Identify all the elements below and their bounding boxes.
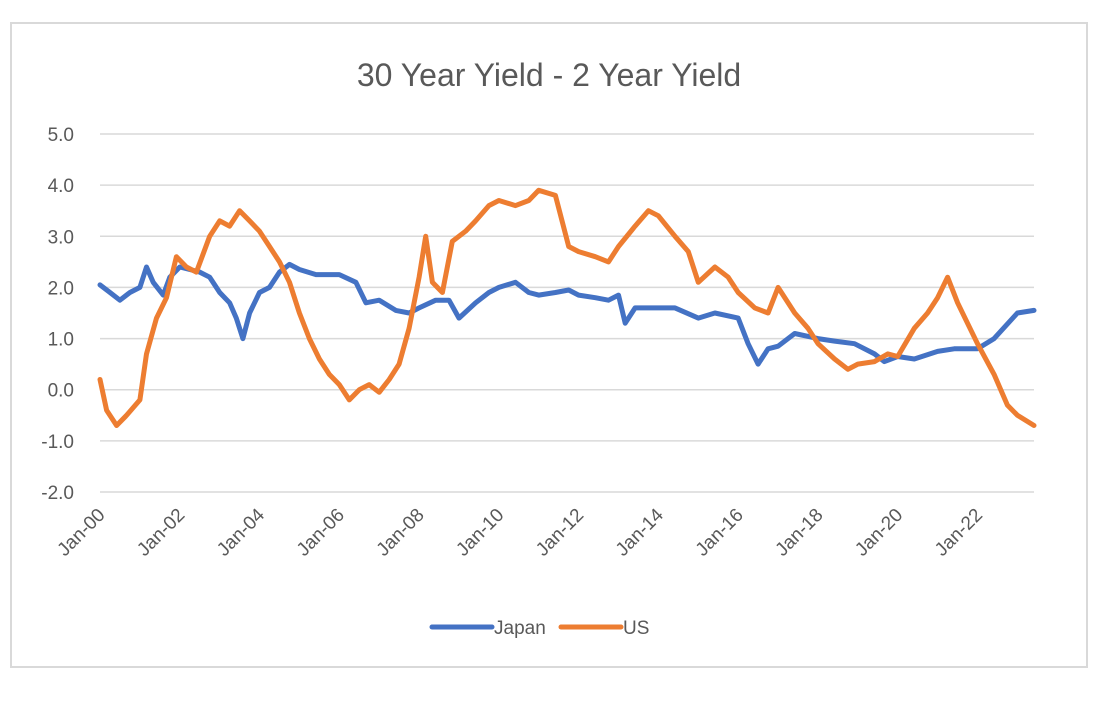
x-tick-label: Jan-20	[851, 505, 907, 561]
series-layer	[97, 187, 1037, 428]
x-tick-label: Jan-08	[373, 505, 429, 561]
y-tick-label: 3.0	[48, 227, 74, 248]
x-tick-label: Jan-06	[293, 505, 349, 561]
series-line-us	[97, 187, 1037, 428]
x-axis-ticks: Jan-00 Jan-02 Jan-04 Jan-06 Jan-08 Jan-10 Jan-…	[54, 504, 987, 560]
x-tick-label: Jan-14	[612, 504, 668, 560]
x-tick-label: Jan-18	[772, 505, 828, 561]
y-tick-label: 1.0	[48, 330, 74, 351]
legend-label-japan: Japan	[494, 618, 546, 639]
series-line-japan	[97, 261, 1037, 367]
x-tick-label: Jan-16	[692, 505, 748, 561]
chart-title: 30 Year Yield - 2 Year Yield	[357, 57, 741, 93]
x-tick-label: Jan-22	[931, 505, 987, 561]
legend: Japan US	[429, 618, 649, 639]
y-tick-label: -2.0	[41, 483, 74, 504]
y-tick-label: 5.0	[48, 125, 74, 146]
x-tick-label: Jan-04	[213, 504, 269, 560]
y-tick-label: 2.0	[48, 278, 74, 299]
x-tick-label: Jan-00	[54, 505, 110, 561]
y-tick-label: 4.0	[48, 176, 74, 197]
y-tick-label: -1.0	[41, 432, 74, 453]
y-tick-label: 0.0	[48, 381, 74, 402]
chart-svg: 30 Year Yield - 2 Year Yield 5.0 4.0 3.0 2.…	[41, 57, 1037, 639]
chart-frame: 30 Year Yield - 2 Year Yield 5.0 4.0 3.0 2.…	[10, 22, 1088, 668]
grid-layer	[100, 133, 1034, 493]
x-tick-label: Jan-02	[133, 505, 189, 561]
x-tick-label: Jan-12	[532, 505, 588, 561]
legend-label-us: US	[623, 618, 649, 639]
y-axis-ticks: 5.0 4.0 3.0 2.0 1.0 0.0 -1.0 -2.0	[41, 125, 74, 504]
x-tick-label: Jan-10	[452, 505, 508, 561]
